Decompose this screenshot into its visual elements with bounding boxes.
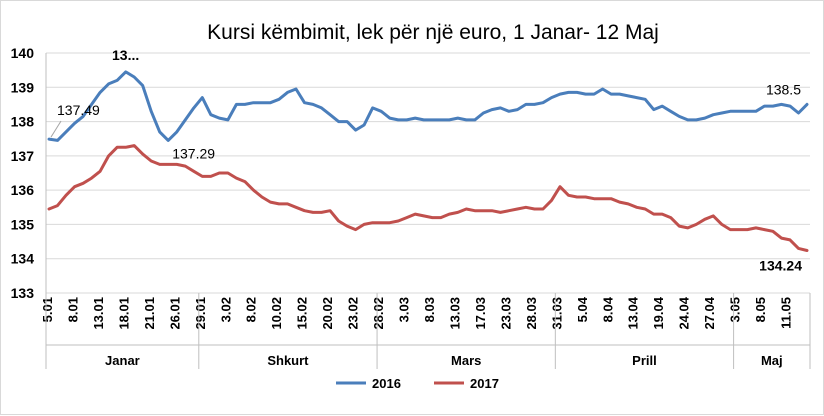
x-tick-label: 28.02 xyxy=(371,297,386,330)
legend: 2016 2017 xyxy=(336,376,499,391)
x-tick-label: 26.01 xyxy=(167,297,182,330)
month-label: Maj xyxy=(761,353,783,368)
month-labels: Janar Shkurt Mars Prill Maj xyxy=(45,293,811,369)
x-tick-label: 29.01 xyxy=(193,297,208,330)
x-tick-label: 31.03 xyxy=(549,297,564,330)
x-tick-label: 20.02 xyxy=(320,297,335,330)
x-tick-label: 5.01 xyxy=(40,297,55,322)
month-label: Janar xyxy=(105,353,140,368)
x-tick-label: 13.03 xyxy=(447,297,462,330)
y-tick-label: 134 xyxy=(11,251,35,267)
y-tick-label: 140 xyxy=(11,45,35,61)
x-tick-label: 18.01 xyxy=(116,297,131,330)
y-tick-label: 133 xyxy=(11,285,35,301)
y-tick-label: 135 xyxy=(11,216,35,232)
data-labels: 137.49 13... 137.29 138.5 134.24 xyxy=(50,47,802,273)
x-tick-label: 8.01 xyxy=(65,297,80,322)
x-tick-label: 10.02 xyxy=(269,297,284,330)
x-tick-label: 24.04 xyxy=(677,296,692,329)
data-label-leader xyxy=(50,120,62,138)
x-tick-label: 5.04 xyxy=(575,296,590,322)
series-lines xyxy=(47,70,809,252)
data-label: 134.24 xyxy=(759,257,802,273)
y-axis-ticks: 133 134 135 136 137 138 139 140 xyxy=(11,45,35,301)
y-tick-label: 137 xyxy=(11,148,35,164)
data-label: 13... xyxy=(112,47,139,63)
data-label: 138.5 xyxy=(766,81,801,97)
month-label: Prill xyxy=(632,353,657,368)
x-tick-label: 13.01 xyxy=(91,297,106,330)
data-label: 137.49 xyxy=(57,102,100,118)
x-tick-label: 28.03 xyxy=(524,297,539,330)
x-tick-label: 23.03 xyxy=(498,297,513,330)
x-axis-ticks: 5.01 8.01 13.01 18.01 21.01 26.01 29.01 3.02 8.0… xyxy=(40,296,794,329)
legend-label-2017: 2017 xyxy=(470,376,499,391)
x-tick-label: 3.02 xyxy=(218,297,233,322)
chart-title: Kursi këmbimit, lek për një euro, 1 Jana… xyxy=(207,21,659,44)
x-tick-label: 3.05 xyxy=(728,297,743,322)
x-tick-label: 27.04 xyxy=(702,296,717,329)
x-tick-label: 8.02 xyxy=(244,297,259,322)
month-label: Shkurt xyxy=(267,353,309,368)
gridlines xyxy=(45,52,810,369)
series-line-2016 xyxy=(47,70,809,142)
x-tick-label: 11.05 xyxy=(779,297,794,329)
y-tick-label: 139 xyxy=(11,79,35,95)
x-tick-label: 13.04 xyxy=(626,296,641,329)
x-tick-label: 19.04 xyxy=(651,296,666,329)
month-label: Mars xyxy=(451,353,481,368)
legend-label-2016: 2016 xyxy=(372,376,401,391)
x-tick-label: 3.03 xyxy=(397,297,412,322)
x-tick-label: 17.03 xyxy=(473,297,488,330)
x-tick-label: 8.05 xyxy=(753,297,768,322)
y-tick-label: 136 xyxy=(11,182,35,198)
x-tick-label: 21.01 xyxy=(142,297,157,330)
x-tick-label: 8.03 xyxy=(422,297,437,322)
data-label: 137.29 xyxy=(172,145,215,161)
x-tick-label: 15.02 xyxy=(295,297,310,330)
y-tick-label: 138 xyxy=(11,114,35,130)
x-tick-label: 23.02 xyxy=(346,297,361,330)
series-line-2017 xyxy=(47,144,809,252)
x-tick-label: 8.04 xyxy=(600,296,615,322)
